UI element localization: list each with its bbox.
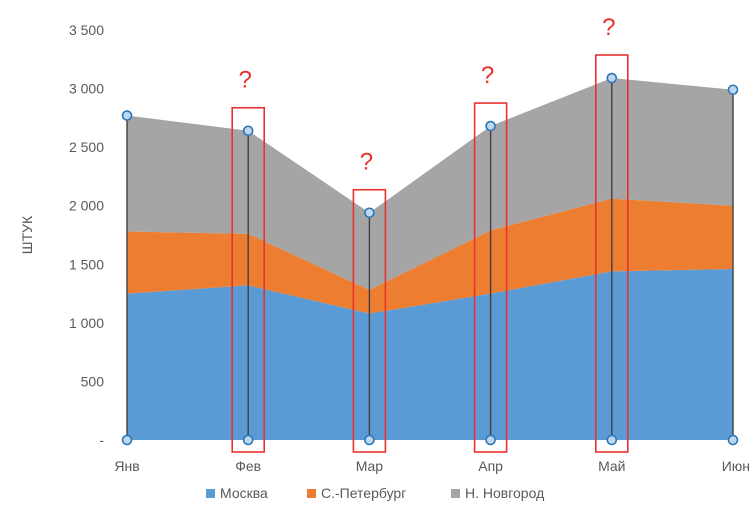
- marker-top-1: [242, 125, 254, 137]
- x-tick-label: Июн: [722, 458, 750, 474]
- legend-label: Москва: [220, 485, 268, 501]
- legend-swatch-1: [307, 489, 316, 498]
- annotation-question-mark: ?: [602, 14, 615, 41]
- y-tick-label: 3 500: [69, 22, 104, 38]
- marker-top-5: [727, 84, 739, 96]
- marker-base-4: [606, 434, 618, 446]
- y-tick-label: 3 000: [69, 81, 104, 97]
- x-tick-label: Апр: [478, 458, 503, 474]
- highlight-box-2: [473, 102, 508, 453]
- highlight-box-3: [594, 54, 629, 453]
- y-tick-label: 2 500: [69, 139, 104, 155]
- y-tick-label: -: [99, 432, 104, 448]
- annotation-question-mark: ?: [360, 149, 373, 176]
- marker-base-5: [727, 434, 739, 446]
- marker-base-3: [485, 434, 496, 446]
- area-series-spb: [127, 198, 733, 314]
- marker-top-2: [364, 207, 375, 219]
- marker-base-1: [242, 434, 254, 446]
- area-series-nnovgorod: [127, 78, 733, 291]
- highlight-box-1: [352, 188, 387, 453]
- marker-base-2: [364, 434, 375, 446]
- marker-top-4: [606, 72, 618, 84]
- legend-label: С.-Петербург: [321, 485, 406, 501]
- legend-label: Н. Новгород: [465, 485, 544, 501]
- area-series-moskva: [127, 268, 733, 440]
- marker-top-0: [121, 110, 133, 121]
- x-tick-label: Май: [598, 458, 625, 474]
- legend-swatch-0: [206, 489, 215, 498]
- y-tick-label: 2 000: [69, 198, 104, 214]
- highlight-box-0: [231, 106, 265, 453]
- y-axis-title: ШТУК: [19, 215, 35, 254]
- x-tick-label: Фев: [235, 458, 261, 474]
- y-tick-label: 1 000: [69, 315, 104, 331]
- x-tick-label: Янв: [114, 458, 139, 474]
- x-tick-label: Мар: [356, 458, 384, 474]
- y-tick-label: 500: [81, 373, 105, 389]
- annotation-question-mark: ?: [481, 62, 494, 89]
- marker-base-0: [121, 434, 133, 446]
- marker-top-3: [485, 120, 496, 132]
- legend-swatch-2: [451, 489, 460, 498]
- y-tick-label: 1 500: [69, 256, 104, 272]
- annotation-question-mark: ?: [239, 67, 252, 94]
